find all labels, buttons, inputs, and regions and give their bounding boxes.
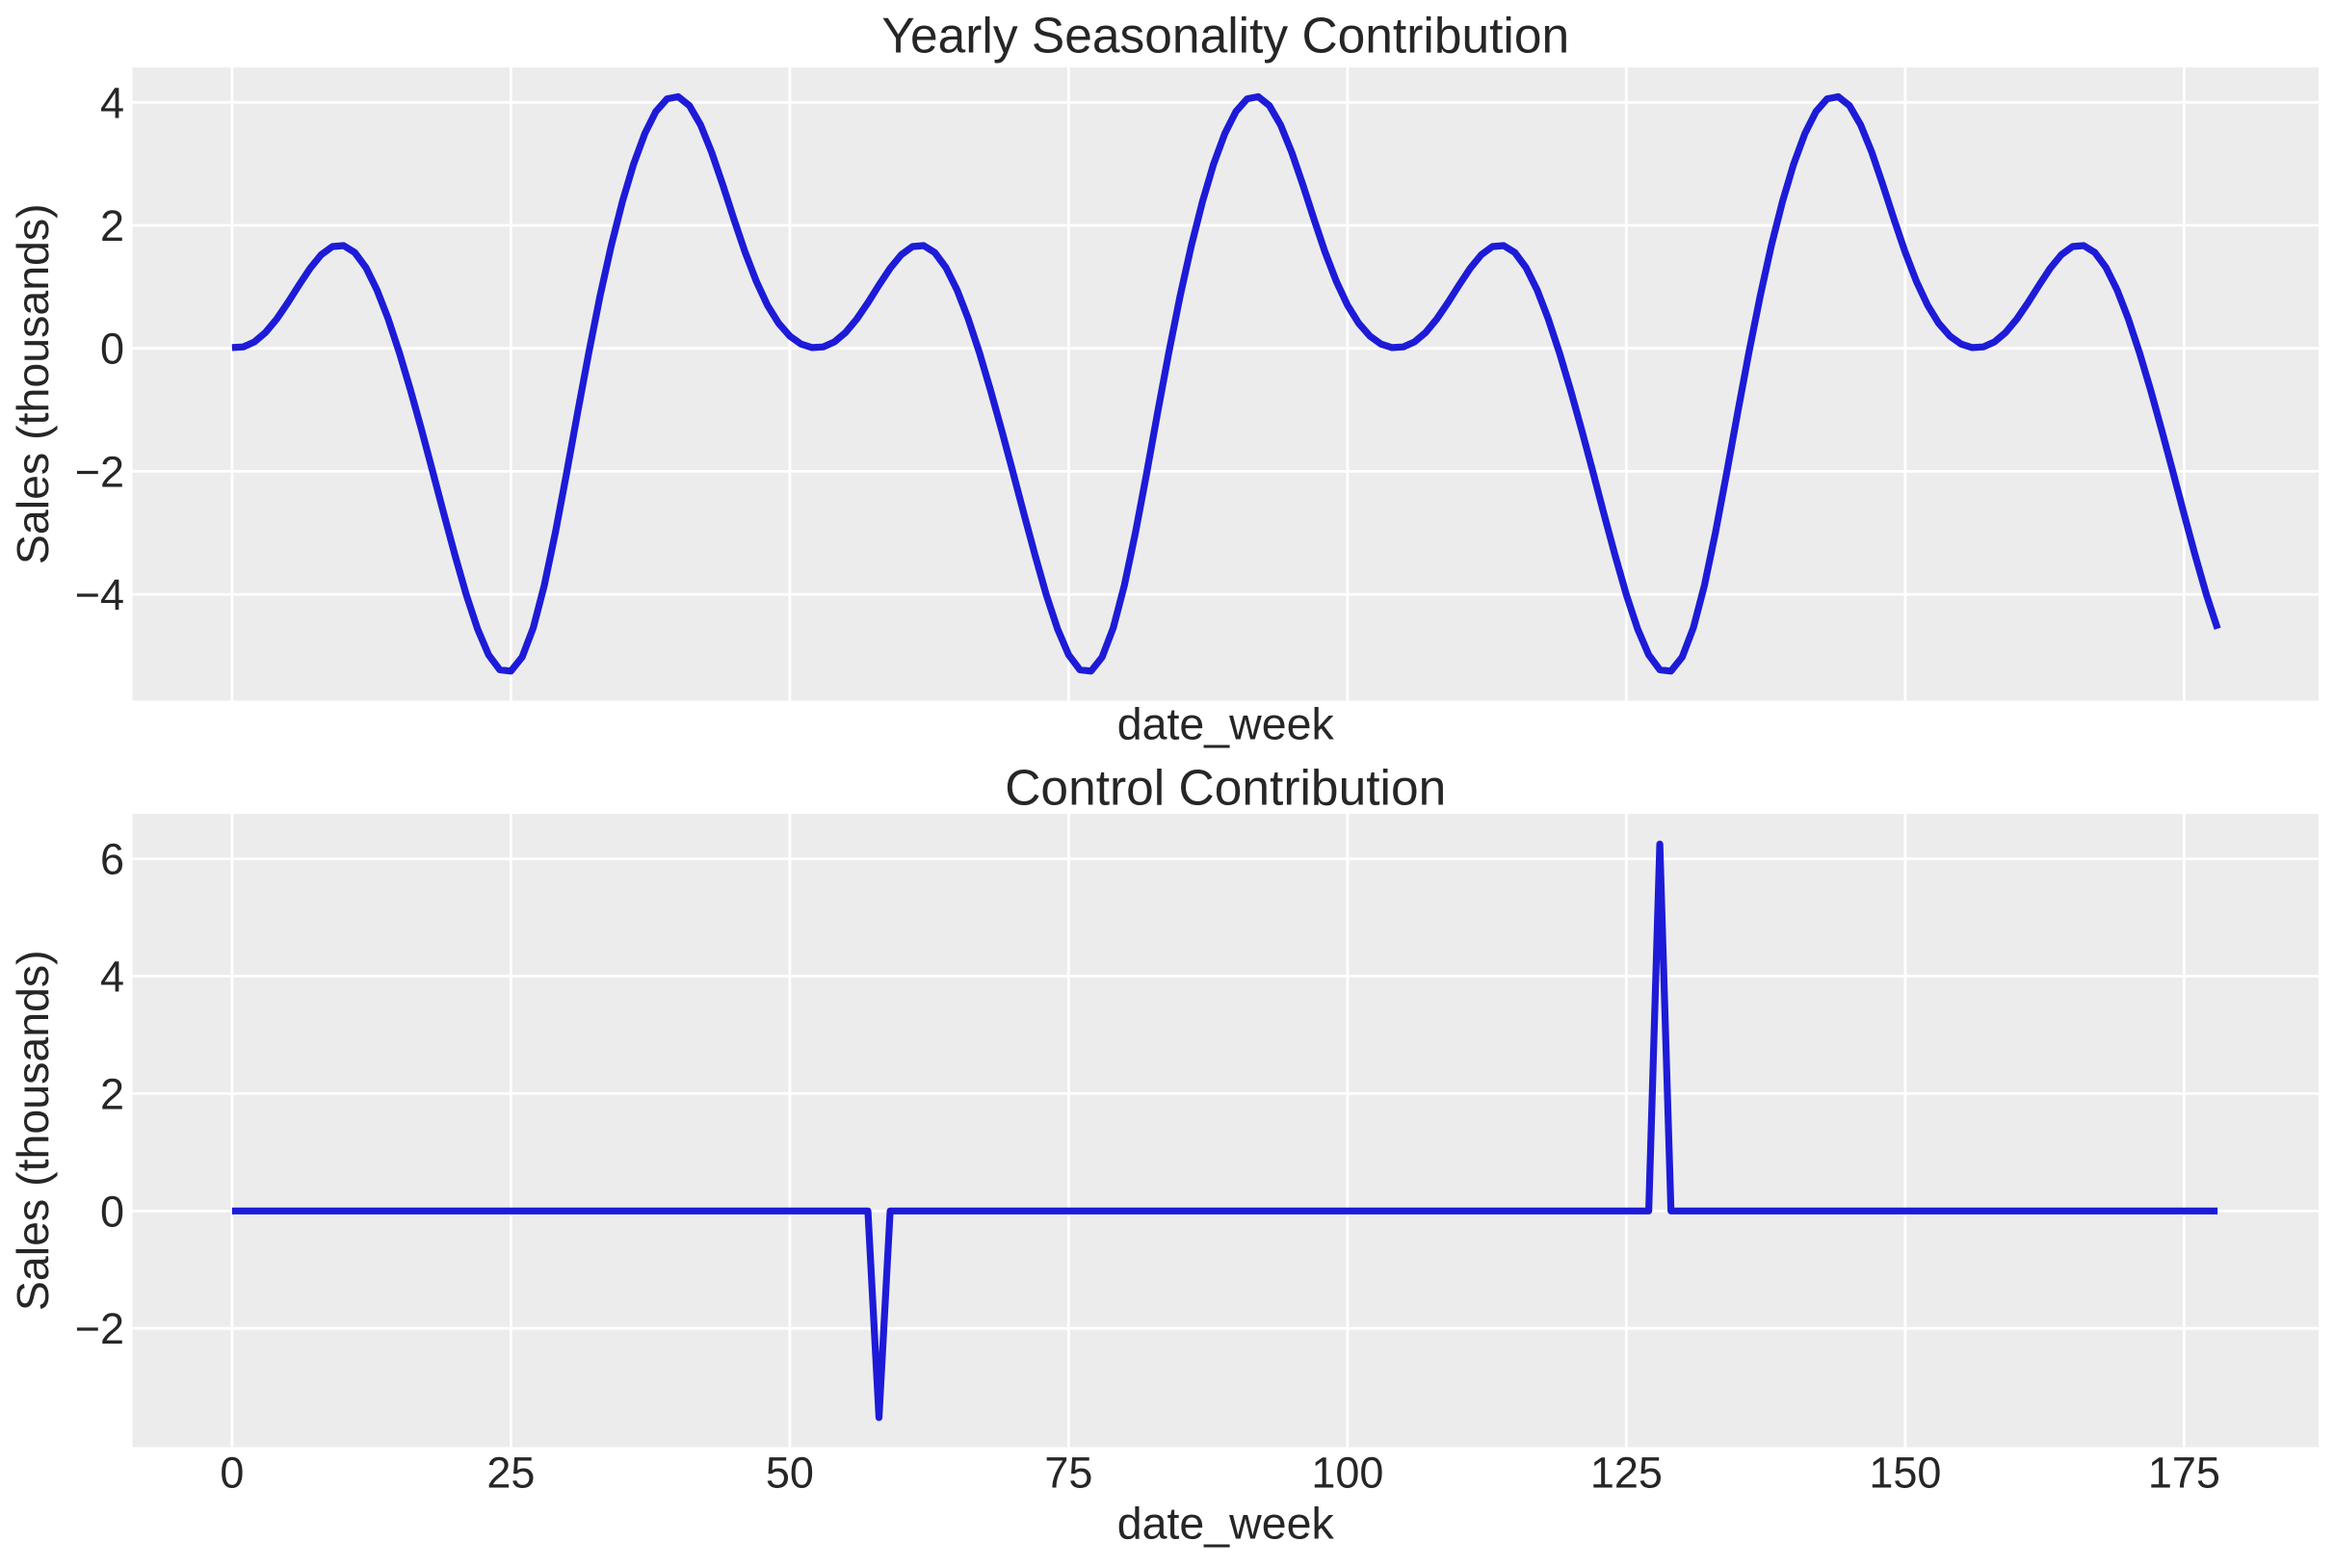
svg-text:Sales (thousands): Sales (thousands): [8, 203, 58, 564]
svg-text:0: 0: [100, 1187, 124, 1236]
svg-text:−4: −4: [75, 570, 124, 619]
svg-text:175: 175: [2148, 1449, 2220, 1498]
svg-text:6: 6: [100, 835, 124, 884]
svg-text:25: 25: [486, 1449, 535, 1498]
svg-text:2: 2: [100, 201, 124, 250]
svg-text:50: 50: [766, 1449, 814, 1498]
svg-text:75: 75: [1044, 1449, 1092, 1498]
svg-text:date_week: date_week: [1117, 1499, 1335, 1549]
svg-text:2: 2: [100, 1069, 124, 1118]
svg-text:4: 4: [100, 78, 124, 127]
svg-text:100: 100: [1311, 1449, 1383, 1498]
svg-text:Sales (thousands): Sales (thousands): [8, 950, 58, 1311]
svg-text:date_week: date_week: [1117, 699, 1335, 749]
svg-text:4: 4: [100, 952, 124, 1001]
svg-text:0: 0: [220, 1449, 244, 1498]
svg-text:Control Contribution: Control Contribution: [1005, 760, 1446, 816]
svg-text:−2: −2: [75, 447, 124, 496]
svg-text:125: 125: [1590, 1449, 1663, 1498]
svg-text:−2: −2: [75, 1304, 124, 1353]
svg-text:150: 150: [1869, 1449, 1941, 1498]
svg-text:Yearly Seasonality Contributio: Yearly Seasonality Contribution: [881, 8, 1569, 64]
svg-text:0: 0: [100, 325, 124, 374]
